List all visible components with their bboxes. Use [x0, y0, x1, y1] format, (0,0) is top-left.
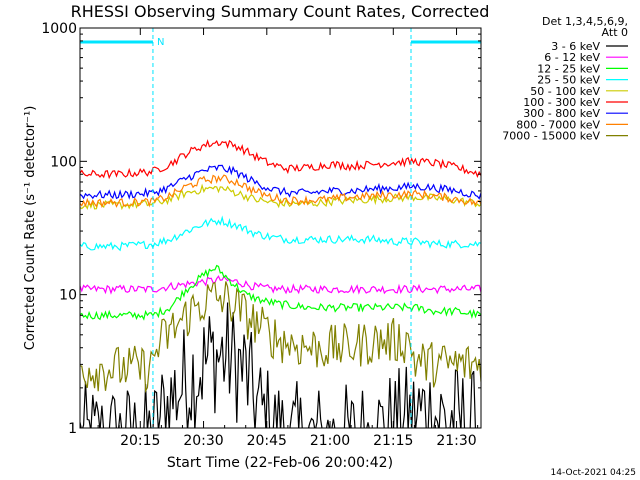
legend-label-0: 3 - 6 keV [551, 40, 600, 53]
x-tick-label-3: 21:00 [310, 433, 350, 449]
timestamp: 14-Oct-2021 04:25 [551, 468, 636, 478]
y-tick-label-1: 10 [59, 288, 77, 304]
legend-label-7: 800 - 7000 keV [516, 118, 600, 131]
legend-header-0: Det 1,3,4,5,6,9, [542, 15, 628, 28]
x-tick-label-4: 21:15 [373, 433, 413, 449]
legend-header-1: Att 0 [602, 26, 628, 39]
x-tick-label-0: 20:15 [120, 433, 160, 449]
y-tick-label-2: 100 [50, 154, 77, 170]
x-tick-label-5: 21:30 [436, 433, 476, 449]
legend-label-1: 6 - 12 keV [544, 51, 600, 64]
x-tick-label-1: 20:30 [183, 433, 223, 449]
chart-title: RHESSI Observing Summary Count Rates, Co… [71, 2, 490, 21]
series-line-6 [80, 164, 481, 200]
y-axis-label: Corrected Count Rate (s⁻¹ detector⁻¹) [23, 106, 38, 351]
x-axis-label: Start Time (22-Feb-06 20:00:42) [167, 455, 393, 471]
series-layer [80, 139, 481, 428]
night-annotation: N [157, 37, 164, 48]
series-line-8 [80, 281, 481, 394]
legend-label-5: 100 - 300 keV [523, 96, 600, 109]
axes: 20:15 20:30 20:45 21:00 21:15 21:30 1 10 100 1000 [41, 21, 481, 449]
series-line-4 [80, 183, 481, 211]
series-line-5 [80, 139, 481, 180]
night-markers [79, 28, 482, 428]
legend-label-2: 12 - 25 keV [537, 62, 600, 75]
y-tick-label-0: 1 [68, 421, 77, 437]
series-line-2 [80, 264, 481, 321]
plot-frame [79, 27, 482, 429]
series-line-0 [80, 302, 477, 428]
series-line-7 [80, 174, 481, 209]
series-line-1 [80, 275, 481, 295]
legend-label-6: 300 - 800 keV [523, 107, 600, 120]
series-line-3 [80, 215, 481, 252]
legend-label-8: 7000 - 15000 keV [502, 130, 600, 143]
legend-label-4: 50 - 100 keV [530, 85, 600, 98]
legend-label-3: 25 - 50 keV [537, 74, 600, 87]
y-tick-label-3: 1000 [41, 21, 77, 37]
x-tick-label-2: 20:45 [247, 433, 287, 449]
